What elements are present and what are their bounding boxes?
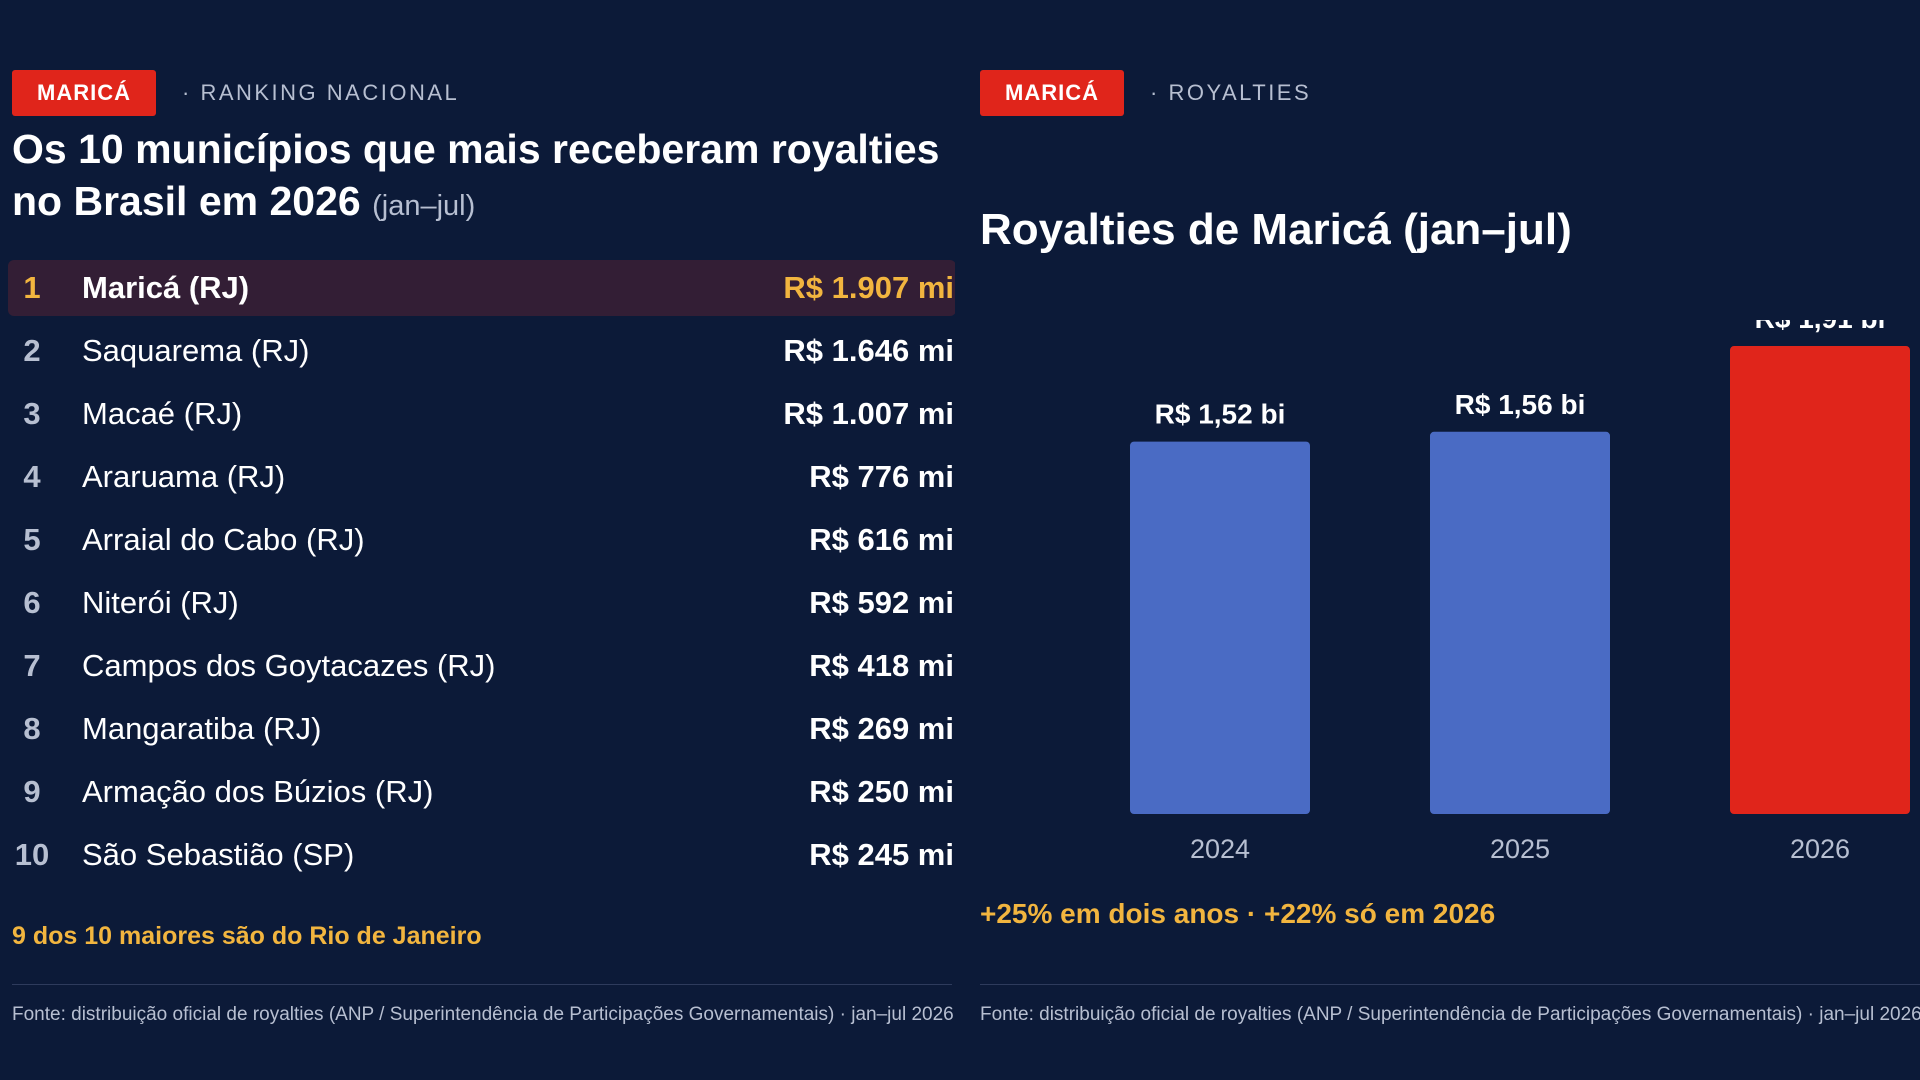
x-tick-label: 2024 (1190, 834, 1250, 864)
ranking-row: 1 Maricá (RJ) R$ 1.907 mi (8, 260, 955, 316)
royalty-value: R$ 616 mi (809, 522, 954, 557)
rank-number: 9 (23, 774, 41, 809)
royalty-value: R$ 1.907 mi (783, 270, 954, 305)
royalties-divider (980, 984, 1920, 985)
rank-number: 8 (23, 711, 41, 746)
ranking-title: Os 10 municípios que mais receberam roya… (12, 123, 942, 232)
municipality-name: Macaé (RJ) (82, 396, 243, 431)
ranking-row: 3 Macaé (RJ) R$ 1.007 mi (8, 386, 955, 442)
marica-tag: MARICÁ (980, 70, 1124, 116)
ranking-row: 7 Campos dos Goytacazes (RJ) R$ 418 mi (8, 638, 955, 694)
ranking-title-period: (jan–jul) (372, 190, 476, 222)
royalty-value: R$ 245 mi (809, 837, 954, 872)
rank-number: 5 (23, 522, 41, 557)
royalty-value: R$ 1.646 mi (783, 333, 954, 368)
ranking-source: Fonte: distribuição oficial de royalties… (12, 1004, 954, 1025)
rank-number: 4 (23, 459, 41, 494)
rank-number: 2 (23, 333, 41, 368)
royalties-tag-row: MARICÁ · ROYALTIES (980, 70, 1311, 116)
ranking-panel: MARICÁ · RANKING NACIONAL Os 10 municípi… (0, 0, 955, 1080)
rank-number: 1 (23, 270, 41, 305)
royalty-value: R$ 592 mi (809, 585, 954, 620)
municipality-name: Niterói (RJ) (82, 585, 239, 620)
royalty-value: R$ 418 mi (809, 648, 954, 683)
royalty-value: R$ 776 mi (809, 459, 954, 494)
bar-value-label: R$ 1,52 bi (1155, 399, 1286, 430)
bar-value-label: R$ 1,91 bi (1755, 320, 1886, 334)
ranking-row: 6 Niterói (RJ) R$ 592 mi (8, 575, 955, 631)
royalty-value: R$ 1.007 mi (783, 396, 954, 431)
ranking-row: 2 Saquarema (RJ) R$ 1.646 mi (8, 323, 955, 379)
municipality-name: Arraial do Cabo (RJ) (82, 522, 365, 557)
marica-tag: MARICÁ (12, 70, 156, 116)
bar-2026 (1730, 346, 1910, 814)
x-tick-label: 2025 (1490, 834, 1550, 864)
bar-value-label: R$ 1,56 bi (1455, 389, 1586, 420)
royalties-source: Fonte: distribuição oficial de royalties… (980, 1004, 1920, 1025)
ranking-row: 10 São Sebastião (SP) R$ 245 mi (8, 827, 955, 883)
ranking-row: 4 Araruama (RJ) R$ 776 mi (8, 449, 955, 505)
royalties-panel: MARICÁ · ROYALTIES Royalties de Maricá (… (980, 0, 1920, 1080)
ranking-divider (12, 984, 952, 985)
municipality-name: Saquarema (RJ) (82, 333, 310, 368)
x-tick-label: 2026 (1790, 834, 1850, 864)
municipality-name: São Sebastião (SP) (82, 837, 355, 872)
ranking-row: 8 Mangaratiba (RJ) R$ 269 mi (8, 701, 955, 757)
royalty-value: R$ 269 mi (809, 711, 954, 746)
chart-title: Royalties de Maricá (jan–jul) (980, 205, 1572, 254)
rank-number: 6 (23, 585, 41, 620)
growth-highlight: +25% em dois anos · +22% só em 2026 (980, 898, 1496, 929)
ranking-row: 9 Armação dos Búzios (RJ) R$ 250 mi (8, 764, 955, 820)
bar-2024 (1130, 441, 1310, 814)
rank-number: 7 (23, 648, 41, 683)
bar-2025 (1430, 431, 1610, 814)
municipality-name: Araruama (RJ) (82, 459, 286, 494)
municipality-name: Maricá (RJ) (82, 270, 250, 305)
ranking-title-text: Os 10 municípios que mais receberam roya… (12, 126, 940, 224)
municipality-name: Campos dos Goytacazes (RJ) (82, 648, 496, 683)
rank-number: 3 (23, 396, 41, 431)
rank-number: 10 (14, 837, 50, 872)
municipality-name: Armação dos Búzios (RJ) (82, 774, 434, 809)
royalties-tag-subtitle: · ROYALTIES (1150, 80, 1312, 105)
ranking-tag-row: MARICÁ · RANKING NACIONAL (12, 70, 459, 116)
ranking-list: 1 Maricá (RJ) R$ 1.907 mi 2 Saquarema (RJ) R$… (8, 260, 955, 890)
ranking-row: 5 Arraial do Cabo (RJ) R$ 616 mi (8, 512, 955, 568)
municipality-name: Mangaratiba (RJ) (82, 711, 322, 746)
ranking-footnote: 9 dos 10 maiores são do Rio de Janeiro (12, 922, 482, 950)
royalties-bar-chart: R$ 1,52 bi 2024 R$ 1,56 bi 2025 R$ 1,91 bi 20… (1130, 320, 1910, 864)
ranking-tag-subtitle: · RANKING NACIONAL (182, 80, 460, 105)
royalty-value: R$ 250 mi (809, 774, 954, 809)
